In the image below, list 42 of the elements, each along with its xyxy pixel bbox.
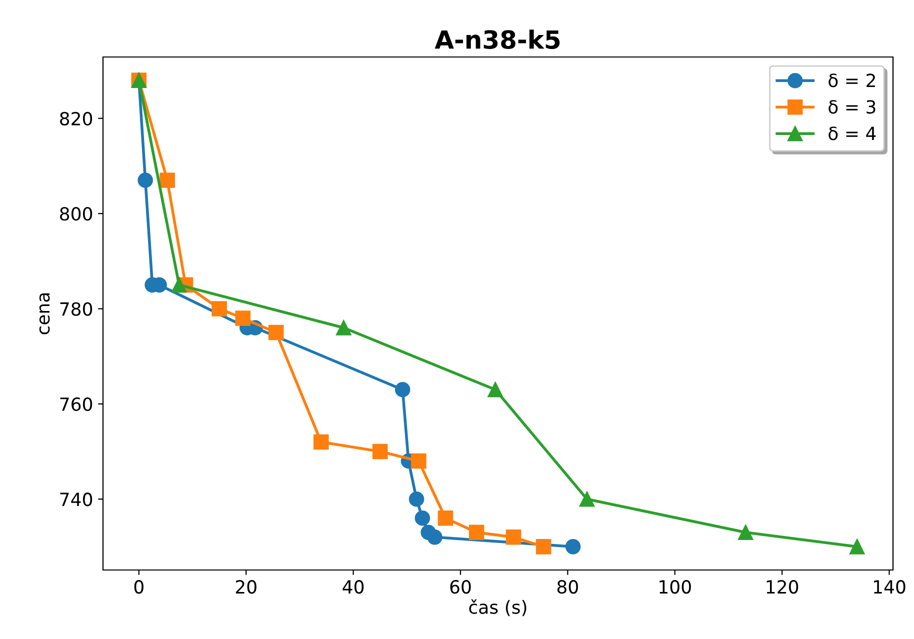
point	[488, 382, 503, 398]
x-tick-label: 120	[766, 580, 798, 594]
x-tick-label: 40	[342, 580, 364, 594]
point	[414, 510, 430, 526]
point	[849, 539, 865, 554]
legend-label: δ = 3	[828, 100, 876, 114]
y-axis-title: cena	[39, 293, 50, 334]
y-tick-label: 740	[60, 492, 92, 506]
x-axis-title: čas (s)	[469, 599, 526, 616]
x-tick-label: 60	[450, 580, 471, 594]
y-tick-label: 760	[60, 397, 92, 412]
y-tick-label: 800	[60, 207, 92, 221]
x-tick-label: 0	[134, 580, 144, 594]
point	[468, 524, 484, 540]
chart-title: A-n38-k5	[434, 30, 560, 50]
point	[738, 524, 754, 540]
point	[427, 530, 442, 545]
legend-label: δ = 2	[828, 74, 875, 88]
point	[313, 434, 329, 450]
point	[408, 491, 424, 507]
y-tick-label: 820	[60, 112, 92, 126]
x-tick-label: 20	[236, 580, 256, 594]
point	[160, 172, 175, 188]
point	[171, 277, 187, 293]
point	[565, 539, 581, 554]
point	[212, 301, 227, 316]
point	[506, 530, 522, 545]
point	[268, 324, 284, 340]
x-tick-label: 140	[874, 580, 906, 594]
point	[138, 172, 153, 188]
point	[372, 444, 388, 460]
point	[336, 320, 352, 336]
point	[411, 453, 426, 469]
legend-label: δ = 4	[828, 126, 876, 140]
y-tick-label: 780	[60, 302, 92, 316]
point	[235, 310, 251, 326]
x-tick-label: 100	[660, 580, 691, 594]
point	[579, 491, 595, 507]
point	[438, 510, 454, 526]
point	[536, 539, 552, 554]
x-tick-label: 80	[557, 580, 578, 594]
point	[394, 382, 410, 398]
